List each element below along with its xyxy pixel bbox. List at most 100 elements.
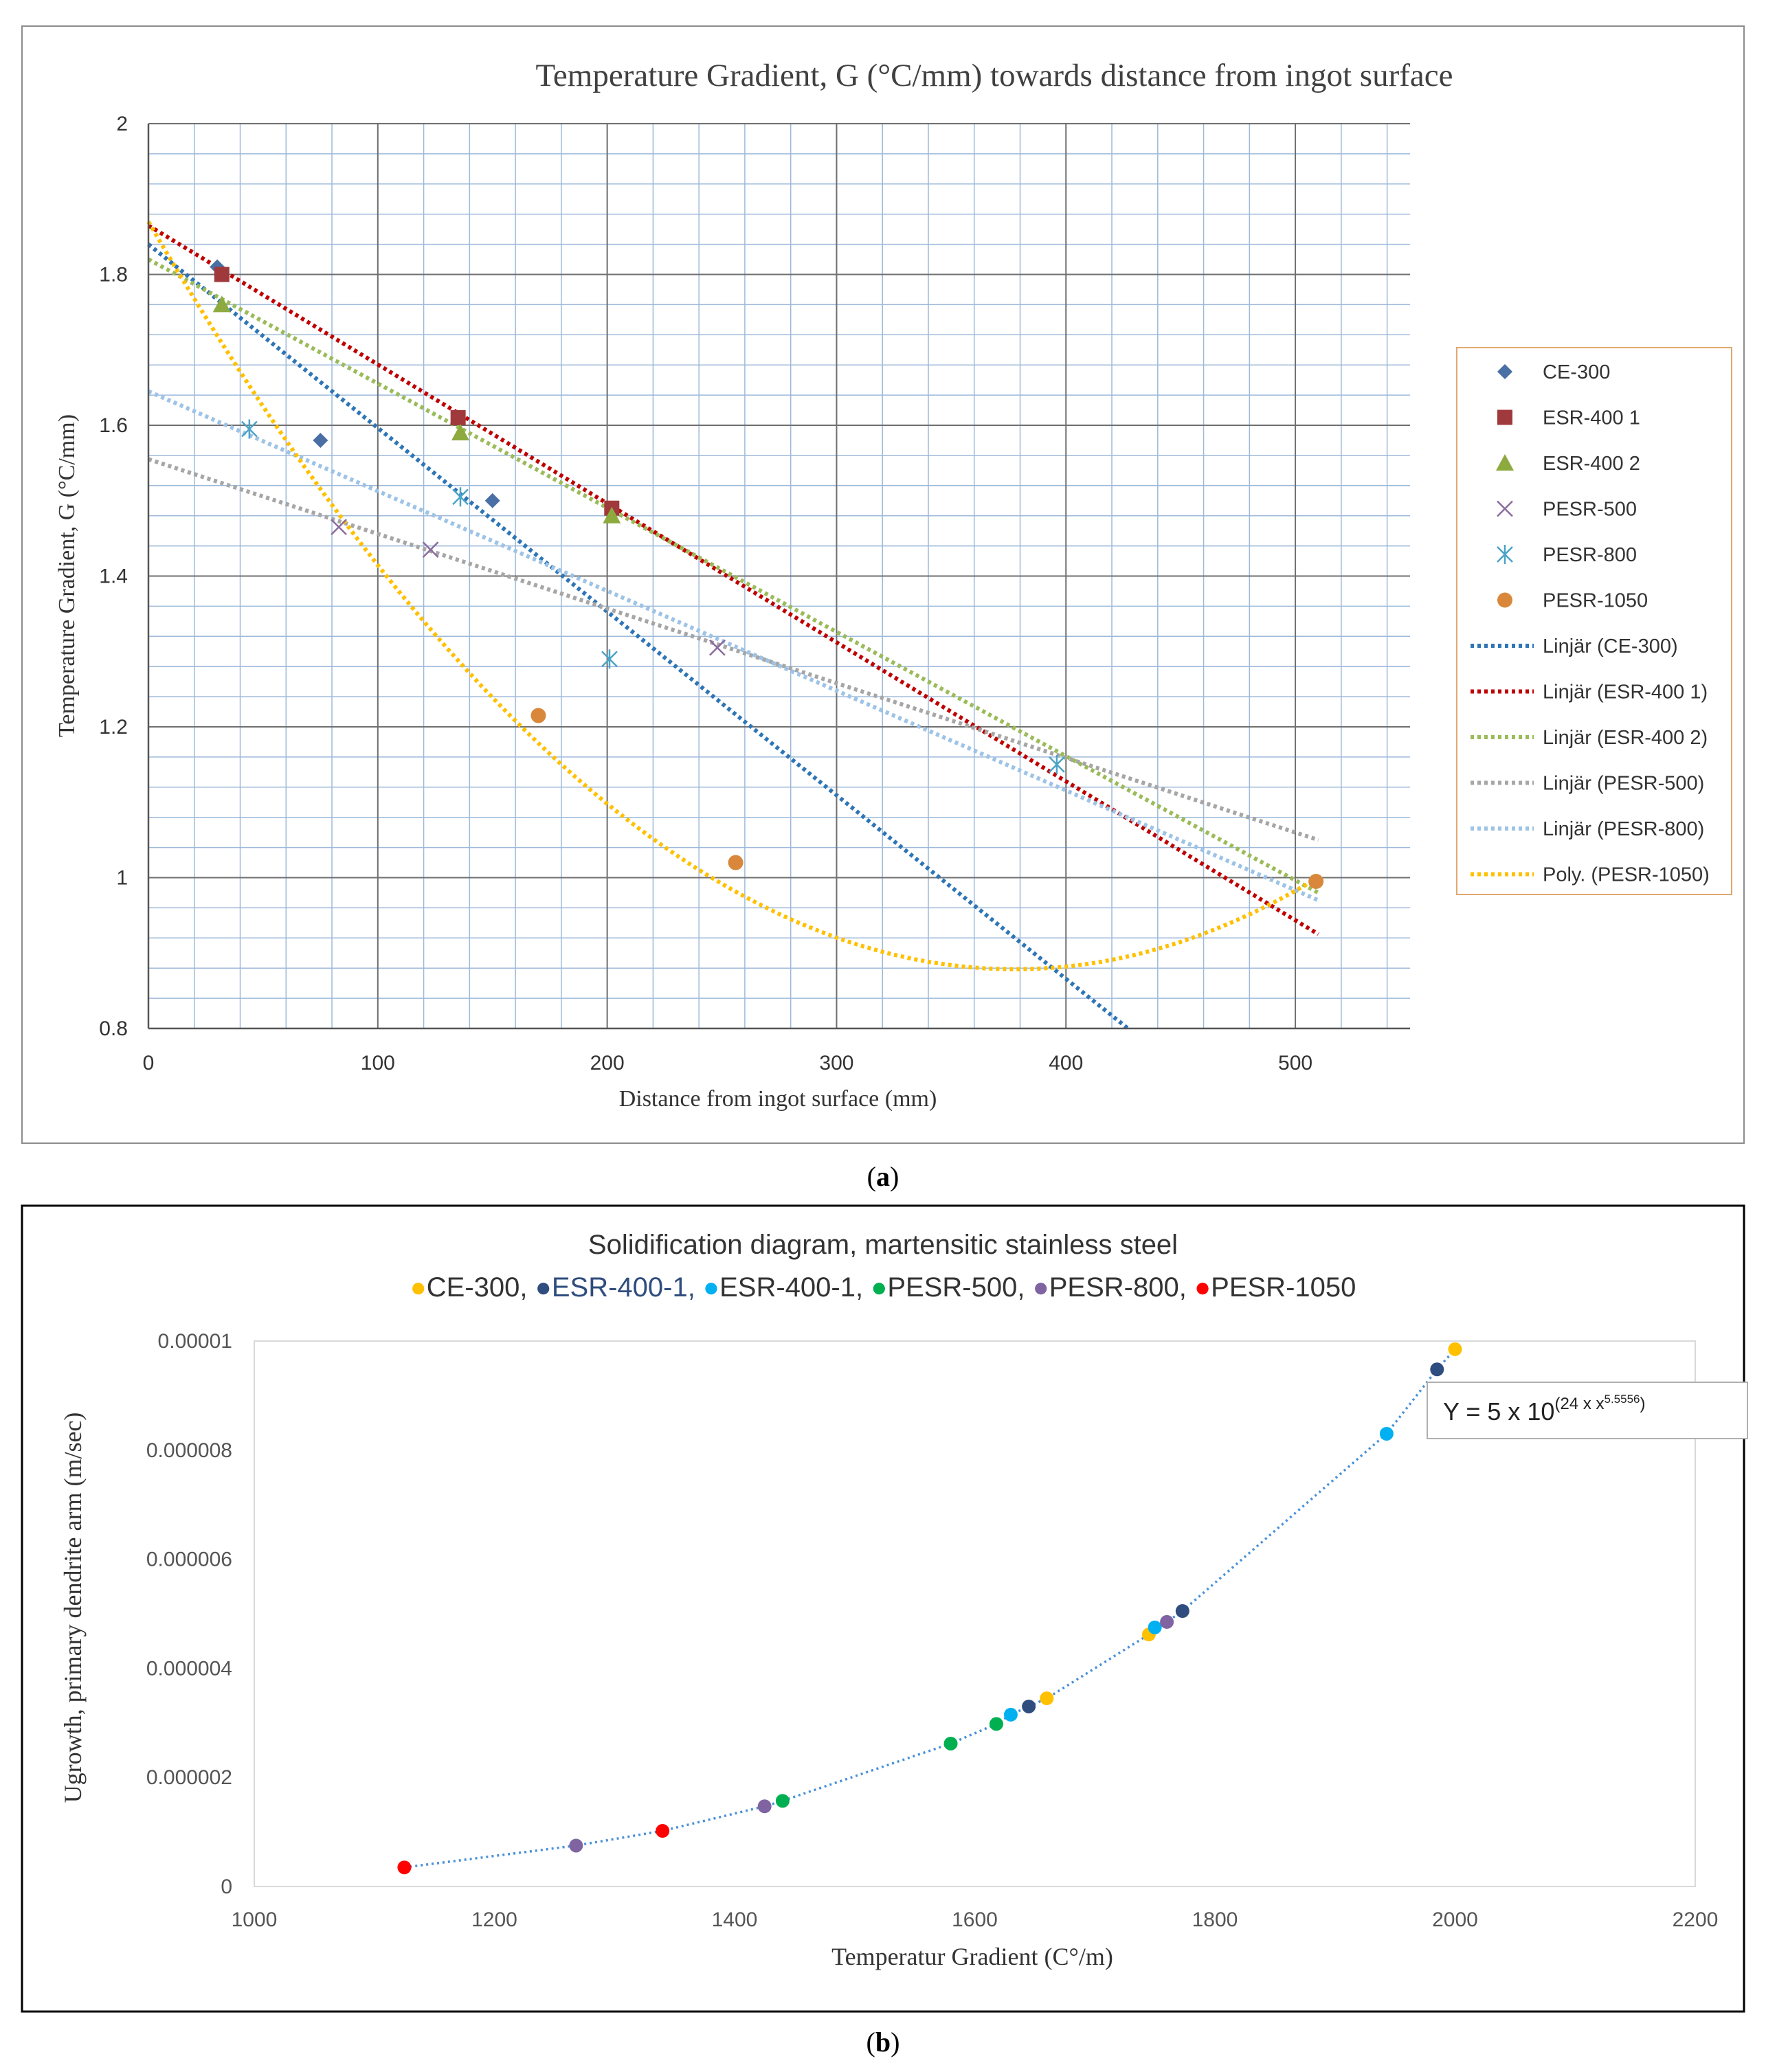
panel-a-y-tick-label: 1.2 [99, 716, 128, 739]
panel-b-legend-bullet: ● [528, 1272, 552, 1303]
panel-a-chart: Temperature Gradient, G (°C/mm) towards … [21, 25, 1745, 1144]
panel-a-title: Temperature Gradient, G (°C/mm) towards … [536, 58, 1453, 93]
panel-a-legend-symbol [1497, 500, 1513, 517]
panel-a-legend-label: Poly. (PESR-1050) [1543, 864, 1710, 886]
panel-b-point [1040, 1691, 1054, 1706]
panel-a-point [601, 649, 618, 669]
panel-a-caption: (a) [867, 1161, 899, 1192]
panel-b-point [1003, 1707, 1018, 1722]
panel-b-point [1430, 1362, 1444, 1377]
panel-a-legend-label: PESR-1050 [1543, 590, 1648, 612]
panel-b-point [989, 1717, 1003, 1731]
panel-a-legend-label: Linjär (ESR-400 2) [1543, 727, 1708, 749]
panel-a-y-tick-label: 1 [116, 867, 128, 890]
panel-b-point [656, 1824, 670, 1838]
panel-b-legend-bullet: ● [1187, 1272, 1211, 1303]
panel-b-x-tick-label: 1000 [232, 1908, 278, 1931]
panel-a-x-tick-label: 200 [590, 1052, 625, 1074]
panel-a-legend-label: Linjär (CE-300) [1543, 635, 1678, 657]
panel-a-legend-symbol [1497, 409, 1512, 425]
panel-a-trendline [147, 257, 1319, 895]
panel-b-point [1379, 1426, 1394, 1441]
panel-a-legend-symbol [1497, 592, 1512, 608]
panel-a-x-tick-label: 300 [819, 1052, 853, 1074]
panel-a-y-tick-label: 2 [116, 113, 128, 135]
panel-a-point [1049, 754, 1065, 774]
panel-b-legend-bullet: ● [1025, 1272, 1049, 1303]
panel-b-point [1022, 1699, 1036, 1713]
panel-b-legend-label: PESR-800, [1049, 1272, 1187, 1303]
panel-b-chart: Solidification diagram, martensitic stai… [21, 1204, 1748, 2013]
panel-b-legend-label: PESR-1050 [1211, 1272, 1356, 1303]
panel-a-legend-label: ESR-400 2 [1543, 453, 1640, 475]
panel-b-y-tick-label: 0 [221, 1876, 232, 1898]
panel-a-trendlines [146, 221, 1320, 1031]
panel-a-y-axis-label: Temperature Gradient, G (°C/mm) [54, 414, 80, 737]
panel-a-legend-box [1456, 347, 1732, 895]
panel-a-point [450, 410, 466, 426]
panel-a-point [241, 419, 258, 439]
panel-b-legend-bullet: ● [410, 1272, 427, 1303]
panel-a-x-tick-label: 400 [1049, 1052, 1083, 1074]
panel-b-x-tick-label: 1800 [1192, 1908, 1238, 1931]
panel-b-y-tick-label: 0.000008 [146, 1439, 232, 1462]
panel-a-point [451, 423, 469, 440]
panel-a-points [210, 259, 1324, 889]
panel-b-y-tick-label: 0.00001 [158, 1330, 232, 1353]
panel-a-x-axis-label: Distance from ingot surface (mm) [619, 1086, 937, 1112]
panel-a-y-tick-label: 0.8 [99, 1017, 128, 1040]
panel-a-y-tick-label: 1.6 [99, 414, 128, 437]
panel-b-point [1160, 1614, 1174, 1629]
panel-a-x-tick-label: 500 [1278, 1052, 1312, 1074]
panel-a-legend-label: Linjär (PESR-800) [1543, 818, 1704, 840]
panel-b-points [397, 1342, 1462, 1875]
panel-a-point [728, 855, 744, 870]
panel-b-legend-line: ●CE-300, ●ESR-400-1, ●ESR-400-1, ●PESR-5… [410, 1272, 1356, 1303]
panel-b-x-axis-label: Temperatur Gradient (C°/m) [831, 1943, 1113, 1970]
panel-a-point [530, 708, 546, 723]
panel-b-x-tick-label: 1200 [471, 1908, 517, 1931]
panel-b-point [1148, 1620, 1162, 1634]
panel-a-point [708, 639, 726, 656]
panel-b-legend-label: CE-300, [427, 1272, 528, 1303]
panel-b-annotation-text: Y = 5 x 10(24 x x5.5556) [1443, 1393, 1646, 1426]
panel-b-point [569, 1838, 583, 1853]
panel-b-y-tick-label: 0.000004 [146, 1657, 232, 1680]
panel-a-point [422, 541, 439, 558]
panel-b-point [775, 1794, 790, 1808]
panel-b-title: Solidification diagram, martensitic stai… [588, 1230, 1178, 1260]
panel-a-legend-symbol [1497, 545, 1513, 564]
panel-b-legend-label: ESR-400-1, [552, 1272, 695, 1303]
panel-b-legend-bullet: ● [695, 1272, 719, 1303]
panel-b-point [1448, 1342, 1462, 1356]
panel-b-plot-area [254, 1340, 1696, 1887]
panel-b-caption-letter: b [875, 2027, 891, 2058]
panel-a-point [603, 506, 621, 523]
panel-a-legend-label: Linjär (ESR-400 1) [1543, 682, 1708, 703]
panel-b-caption: (b) [867, 2027, 900, 2058]
panel-b-x-tick-label: 2200 [1673, 1908, 1719, 1931]
panel-a-caption-letter: a [876, 1161, 890, 1192]
panel-b-x-tick-label: 1400 [712, 1908, 758, 1931]
panel-b-annotation-box [1427, 1382, 1748, 1439]
panel-a-legend-label: ESR-400 1 [1543, 407, 1640, 429]
panel-a-x-tick-label: 0 [143, 1052, 155, 1074]
panel-b-x-tick-label: 2000 [1432, 1908, 1478, 1931]
panel-b-legend-bullet: ● [863, 1272, 887, 1303]
panel-a-axes: 0 100 200 300 400 500 0.8 1 1.2 1.4 1.6 1.8 2 [99, 113, 1410, 1074]
panel-a-point [331, 519, 347, 536]
panel-a-trendline [147, 223, 1320, 936]
panel-b-point [1175, 1604, 1189, 1619]
panel-b-annotation: Y = 5 x 10(24 x x5.5556) [1427, 1382, 1748, 1439]
panel-b-legend-label: ESR-400-1, [719, 1272, 863, 1303]
panel-a-legend-symbol [1497, 364, 1512, 379]
panel-b-point [757, 1799, 772, 1814]
panel-b-legend-label: PESR-500, [887, 1272, 1025, 1303]
panel-a-legend-label: CE-300 [1543, 361, 1610, 383]
panel-a-point [313, 432, 328, 448]
panel-a-point [212, 295, 231, 313]
panel-a-y-tick-label: 1.8 [99, 264, 128, 286]
panel-b-y-axis-label: Ugrowth, primary dendrite arm (m/sec) [59, 1412, 87, 1803]
panel-a-trendline [147, 243, 1130, 1031]
